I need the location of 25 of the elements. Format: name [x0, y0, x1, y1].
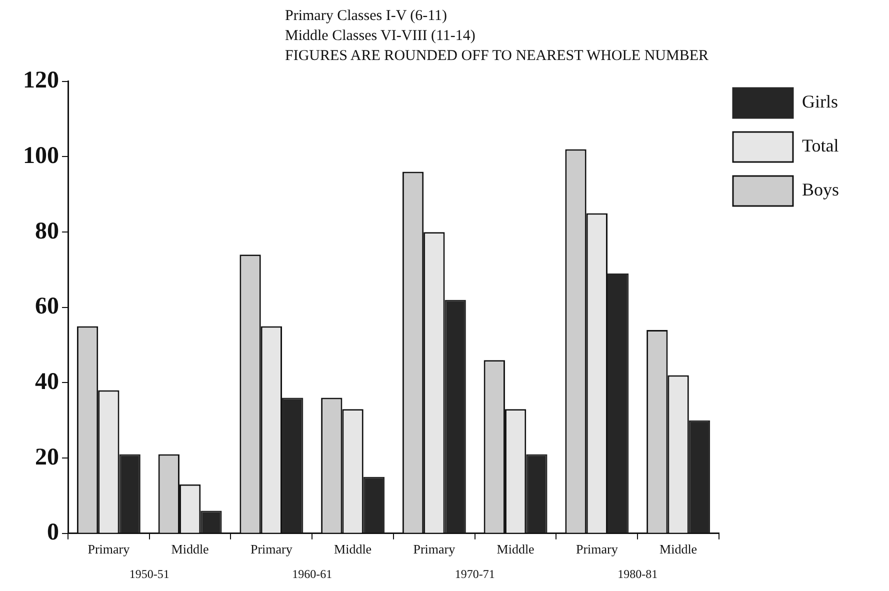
y-tick-label: 100 — [23, 142, 59, 169]
text: 1970-71 — [454, 567, 495, 582]
legend-label: Girls — [802, 92, 838, 112]
text: FIGURES ARE ROUNDED OFF TO NEAREST WHOLE NUMBER — [285, 47, 709, 66]
chart-subtitle: Middle Classes VI-VIII (11-14) — [285, 27, 476, 46]
y-tick-label: 80 — [35, 218, 59, 244]
text: 1960-61 — [292, 567, 332, 582]
text: 1950-51 — [129, 567, 170, 582]
x-tick-label: Primary — [88, 542, 130, 557]
x-tick-label: Primary — [250, 542, 293, 557]
legend-label: Boys — [802, 180, 840, 200]
y-tick-label: 120 — [23, 68, 59, 94]
x-tick-label: Primary — [413, 542, 456, 557]
x-tick-label: Middle — [171, 542, 210, 557]
y-tick-label: 0 — [47, 520, 59, 546]
text: 1980-81 — [618, 567, 658, 582]
legend-label: Total — [802, 136, 839, 156]
y-tick-label: 20 — [35, 444, 59, 470]
x-tick-label: Middle — [496, 542, 535, 557]
x-tick-label: Middle — [334, 542, 372, 557]
x-tick-label: Primary — [576, 542, 618, 557]
y-tick-label: 40 — [35, 368, 59, 395]
y-tick-label: 60 — [35, 294, 59, 320]
x-tick-label: Middle — [660, 542, 698, 557]
chart-title: Primary Classes I-V (6-11) — [285, 7, 448, 26]
